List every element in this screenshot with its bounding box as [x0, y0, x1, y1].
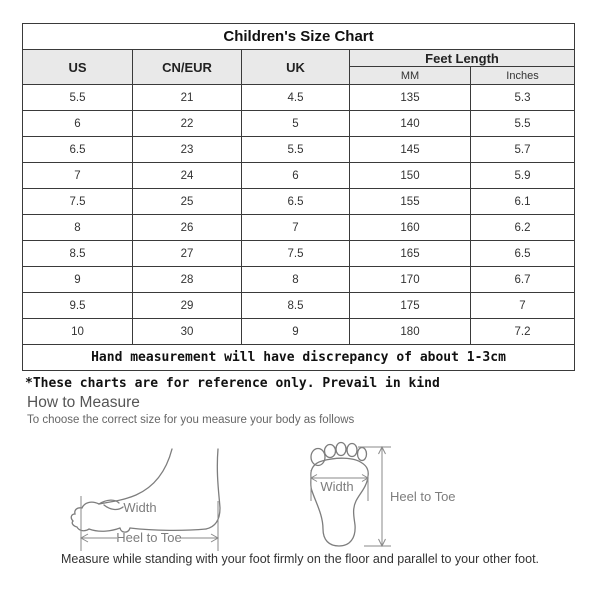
table-row: 7.5 25 6.5 155 6.1	[22, 188, 576, 215]
table-cell: 145	[349, 136, 471, 163]
table-cell: 8	[241, 266, 350, 293]
table-row: 9.5 29 8.5 175 7	[22, 292, 576, 319]
table-cell: 29	[132, 292, 242, 319]
table-cell: 6.5	[469, 240, 576, 267]
table-cell: 6.7	[469, 266, 576, 293]
table-cell: 7	[469, 292, 576, 319]
side-view-heel-to-toe-label: Heel to Toe	[116, 530, 182, 545]
table-cell: 5.5	[241, 136, 350, 163]
column-header-cn-eur: CN/EUR	[132, 49, 242, 85]
reference-disclaimer: *These charts are for reference only. Pr…	[25, 376, 440, 391]
table-header-row: US CN/EUR UK Feet Length	[22, 49, 576, 85]
table-cell: 5.9	[469, 162, 576, 189]
column-header-us: US	[22, 49, 133, 85]
table-cell: 6.5	[22, 136, 133, 163]
table-cell: 150	[349, 162, 471, 189]
table-cell: 7.2	[469, 318, 576, 345]
table-cell: 8	[22, 214, 133, 241]
table-cell: 5	[241, 110, 350, 137]
table-cell: 5.7	[469, 136, 576, 163]
foot-sole-view-diagram: Width Heel to Toe	[298, 441, 463, 560]
table-row: 7 24 6 150 5.9	[22, 162, 576, 189]
table-row: 8.5 27 7.5 165 6.5	[22, 240, 576, 267]
table-cell: 6	[241, 162, 350, 189]
table-subheader-row: MM Inches	[23, 66, 576, 85]
table-cell: 5.5	[469, 110, 576, 137]
table-cell: 165	[349, 240, 471, 267]
table-cell: 135	[349, 84, 471, 111]
size-chart-table: Children's Size Chart US CN/EUR UK Feet …	[21, 23, 576, 371]
table-cell: 8.5	[241, 292, 350, 319]
table-row: 6 22 5 140 5.5	[22, 110, 576, 137]
table-cell: 7	[22, 162, 133, 189]
table-cell: 24	[132, 162, 242, 189]
table-cell: 21	[132, 84, 242, 111]
table-cell: 6.1	[469, 188, 576, 215]
table-cell: 6.2	[469, 214, 576, 241]
table-cell: 25	[132, 188, 242, 215]
table-cell: 27	[132, 240, 242, 267]
column-header-uk: UK	[241, 49, 350, 85]
foot-sole-view-icon: Width Heel to Toe	[310, 441, 456, 548]
table-cell: 10	[22, 318, 133, 345]
table-cell: 5.3	[469, 84, 576, 111]
foot-side-view-icon: Width Heel to Toe	[70, 448, 221, 551]
table-cell: 4.5	[241, 84, 350, 111]
table-cell: 28	[132, 266, 242, 293]
how-to-measure-heading: How to Measure	[27, 394, 140, 411]
how-to-measure-subtitle: To choose the correct size for you measu…	[27, 414, 355, 426]
table-title: Children's Size Chart	[21, 23, 576, 50]
table-row: 10 30 9 180 7.2	[22, 318, 576, 345]
table-cell: 26	[132, 214, 242, 241]
table-cell: 6.5	[241, 188, 350, 215]
table-cell: 7.5	[241, 240, 350, 267]
column-header-inches: Inches	[469, 66, 576, 85]
table-cell: 9.5	[22, 292, 133, 319]
sole-view-heel-to-toe-label: Heel to Toe	[390, 489, 456, 504]
table-row: 6.5 23 5.5 145 5.7	[22, 136, 576, 163]
table-cell: 180	[349, 318, 471, 345]
table-note-row: Hand measurement will have discrepancy o…	[21, 344, 576, 371]
table-cell: 175	[349, 292, 471, 319]
table-row: 9 28 8 170 6.7	[22, 266, 576, 293]
column-header-mm: MM	[349, 66, 471, 85]
column-header-feet-length: Feet Length	[348, 49, 576, 67]
table-cell: 6	[22, 110, 133, 137]
measurement-note: Hand measurement will have discrepancy o…	[21, 344, 576, 371]
table-cell: 155	[349, 188, 471, 215]
table-cell: 170	[349, 266, 471, 293]
size-chart-body: 5.5 21 4.5 135 5.3 6 22 5 140 5.5 6.5 23 5.5 145 5.7 7 2…	[22, 84, 576, 345]
table-cell: 9	[241, 318, 350, 345]
table-cell: 7.5	[22, 188, 133, 215]
table-cell: 5.5	[22, 84, 133, 111]
table-cell: 30	[132, 318, 242, 345]
table-row: 8 26 7 160 6.2	[22, 214, 576, 241]
table-title-row: Children's Size Chart	[21, 23, 576, 50]
sole-view-width-label: Width	[320, 479, 353, 494]
side-view-width-label: Width	[123, 500, 156, 515]
table-cell: 7	[241, 214, 350, 241]
table-cell: 22	[132, 110, 242, 137]
table-cell: 160	[349, 214, 471, 241]
foot-side-view-diagram: Width Heel to Toe	[60, 446, 235, 566]
table-row: 5.5 21 4.5 135 5.3	[22, 84, 576, 111]
table-cell: 23	[132, 136, 242, 163]
table-cell: 8.5	[22, 240, 133, 267]
table-cell: 9	[22, 266, 133, 293]
table-cell: 140	[349, 110, 471, 137]
measure-caption: Measure while standing with your foot fi…	[60, 552, 540, 566]
